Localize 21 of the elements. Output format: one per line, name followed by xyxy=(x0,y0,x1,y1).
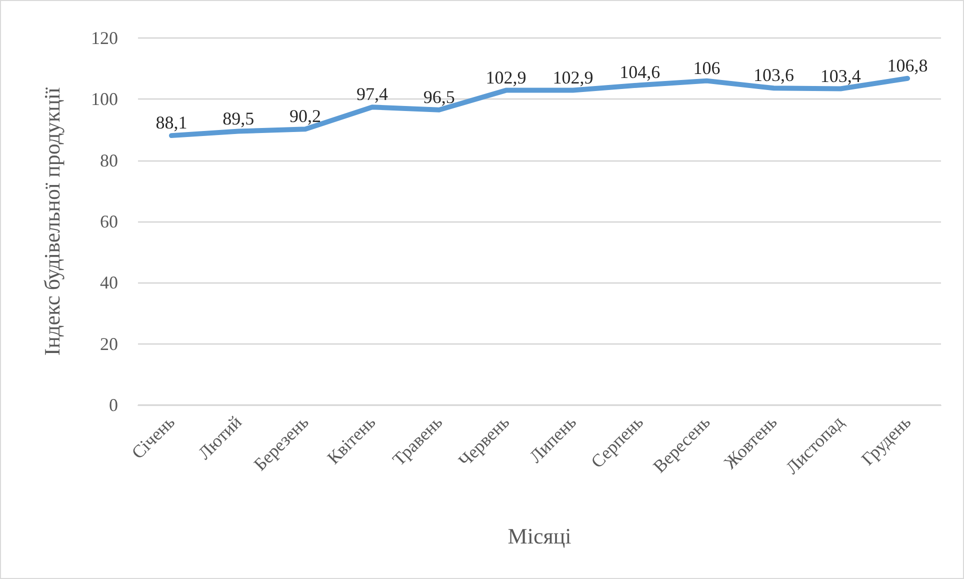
y-tick-label: 80 xyxy=(100,150,118,170)
data-label: 90,2 xyxy=(290,106,322,126)
y-axis-title: Індекс будівельної продукції xyxy=(40,86,64,356)
data-label: 106,8 xyxy=(887,55,928,76)
data-label: 96,5 xyxy=(423,86,455,107)
data-label: 88,1 xyxy=(156,112,188,133)
data-label: 104,6 xyxy=(620,62,660,82)
y-tick-label: 100 xyxy=(91,89,118,110)
data-label: 102,9 xyxy=(486,67,526,88)
data-label: 97,4 xyxy=(356,84,388,104)
data-label: 103,4 xyxy=(820,66,861,86)
y-tick-label: 120 xyxy=(91,28,118,48)
data-label: 102,9 xyxy=(552,67,594,88)
y-tick-label: 0 xyxy=(109,395,118,415)
x-axis-title: Місяці xyxy=(508,524,572,548)
y-tick-label: 60 xyxy=(100,212,118,232)
data-label: 106 xyxy=(693,58,720,78)
data-label: 103,6 xyxy=(753,65,794,86)
y-tick-label: 20 xyxy=(100,334,118,354)
y-tick-label: 40 xyxy=(100,272,118,293)
data-label: 89,5 xyxy=(222,108,254,128)
